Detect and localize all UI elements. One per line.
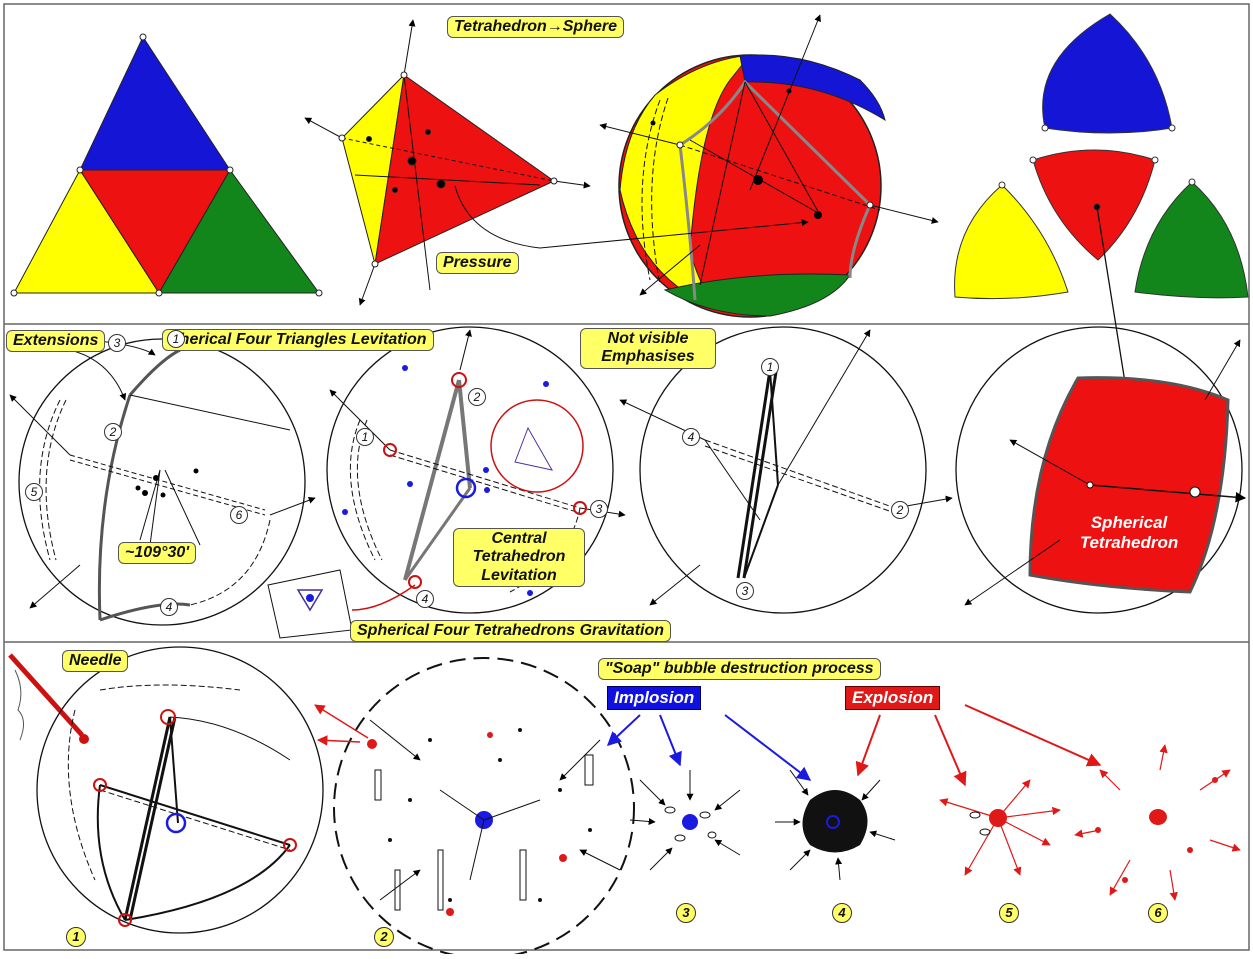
stage-2: 2 [374,927,394,947]
marker-3: 3 [108,334,126,352]
label-not-visible-line2: Emphasises [601,348,695,366]
label-not-visible: Not visible Emphasises [580,328,716,369]
marker-1: 1 [167,330,185,348]
hidden-marker-3: 3 [736,582,754,600]
sphere-not-visible [619,326,953,614]
label-needle: Needle [62,650,129,673]
label-central-line2: Tetrahedron [472,548,566,566]
hidden-marker-4: 4 [682,428,700,446]
label-not-visible-line1: Not visible [607,330,689,347]
stage-5: 5 [999,903,1019,923]
label-central-line3: Levitation [481,566,557,584]
label-central-levitation: Central Tetrahedron Levitation [453,528,585,588]
levitation-marker-1: 1 [356,428,374,446]
tetrahedron-sphere [599,14,939,318]
label-soap-bubble: "Soap" bubble destruction process [598,658,881,681]
stage-explosion-5 [939,779,1061,876]
label-spherical-line2: Tetrahedron [1079,532,1179,552]
marker-4: 4 [160,598,178,616]
stage-explosion-6 [1074,744,1241,901]
levitation-marker-2: 2 [468,388,486,406]
flat-tetrahedron-net [10,33,323,297]
pressure-arrow [454,185,809,249]
needle [8,653,89,744]
stage-1: 1 [66,927,86,947]
hidden-marker-1: 1 [761,358,779,376]
levitation-marker-3: 3 [590,500,608,518]
label-extensions: Extensions [6,330,106,353]
hidden-marker-2: 2 [891,501,909,519]
stage-4: 4 [832,903,852,923]
marker-6: 6 [230,506,248,524]
outer-frame [3,3,1250,951]
marker-5: 5 [25,483,43,501]
bursting-bubble [314,657,635,959]
spherical-triangles [954,13,1249,300]
stage-6: 6 [1148,903,1168,923]
spherical-tetrahedron [955,326,1247,614]
label-pressure: Pressure [436,252,519,275]
process-arrows [606,704,1102,787]
label-spherical-tetrahedron: Spherical Tetrahedron [1067,513,1191,552]
label-gravitation: Spherical Four Tetrahedrons Gravitation [350,620,672,643]
sphere-extensions [9,338,316,626]
label-implosion: Implosion [607,686,702,710]
levitation-marker-4: 4 [416,590,434,608]
stage-implosion-3 [629,770,741,871]
label-spherical-line1: Spherical [1090,513,1168,532]
label-explosion: Explosion [845,686,941,710]
label-tetrahedron-sphere: Tetrahedron→Sphere [447,16,624,39]
gravitation-inset [267,569,353,639]
stage-implosion-4 [775,769,896,881]
marker-2: 2 [104,423,122,441]
label-angle: ~109°30' [118,542,197,565]
folded-tetrahedron [304,19,591,306]
stage-3: 3 [676,903,696,923]
sphere-needle [36,646,324,934]
label-central-line1: Central [491,530,547,547]
label-pherical-levitation: Pherical Four Triangles Levitation [162,329,434,352]
